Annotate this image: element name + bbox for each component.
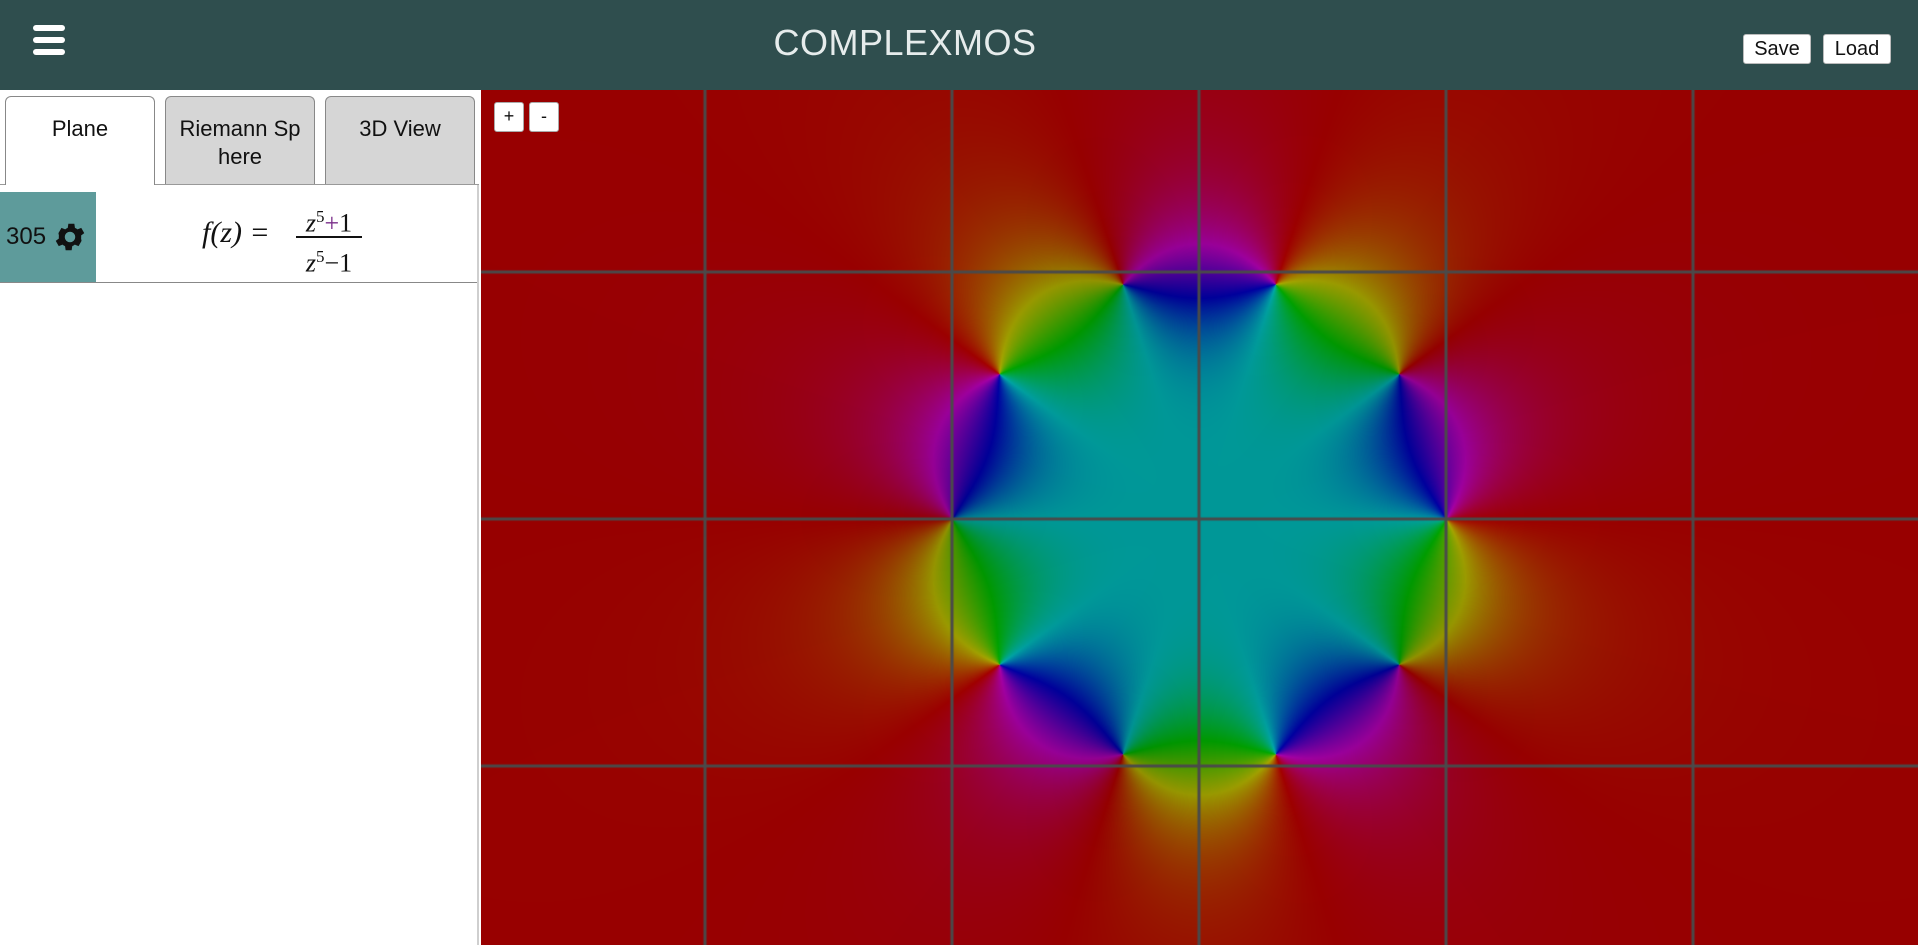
- tab-3d-view[interactable]: 3D View: [325, 96, 475, 184]
- formula-numerator: z5+1: [305, 207, 353, 238]
- app-title: COMPLEXMOS: [773, 22, 1037, 63]
- expression-controls: 305: [0, 192, 96, 282]
- complex-plane-plot[interactable]: + -: [481, 90, 1918, 945]
- expression-id: 305: [6, 223, 47, 250]
- zoom-out-button[interactable]: -: [529, 102, 559, 132]
- top-bar: COMPLEXMOS Save Load: [0, 0, 1918, 90]
- tab-plane[interactable]: Plane: [5, 96, 155, 185]
- gear-icon[interactable]: [52, 219, 88, 255]
- expression-row[interactable]: 305 f(z) = z5+1 z5−1: [0, 192, 477, 283]
- formula-lhs: f(z) =: [202, 216, 270, 249]
- domain-coloring-canvas[interactable]: [481, 90, 1918, 945]
- hamburger-menu-icon[interactable]: [29, 22, 69, 60]
- formula-denominator: z5−1: [305, 247, 353, 278]
- load-button[interactable]: Load: [1823, 34, 1891, 64]
- tab-riemann-sphere[interactable]: Riemann Sphere: [165, 96, 315, 184]
- zoom-in-button[interactable]: +: [494, 102, 524, 132]
- view-tabs: Plane Riemann Sphere 3D View: [0, 90, 479, 185]
- expression-formula[interactable]: f(z) = z5+1 z5−1: [96, 192, 477, 282]
- sidebar: Plane Riemann Sphere 3D View 305 f(z) = …: [0, 90, 479, 945]
- formula-fraction: z5+1 z5−1: [296, 200, 362, 278]
- save-button[interactable]: Save: [1743, 34, 1811, 64]
